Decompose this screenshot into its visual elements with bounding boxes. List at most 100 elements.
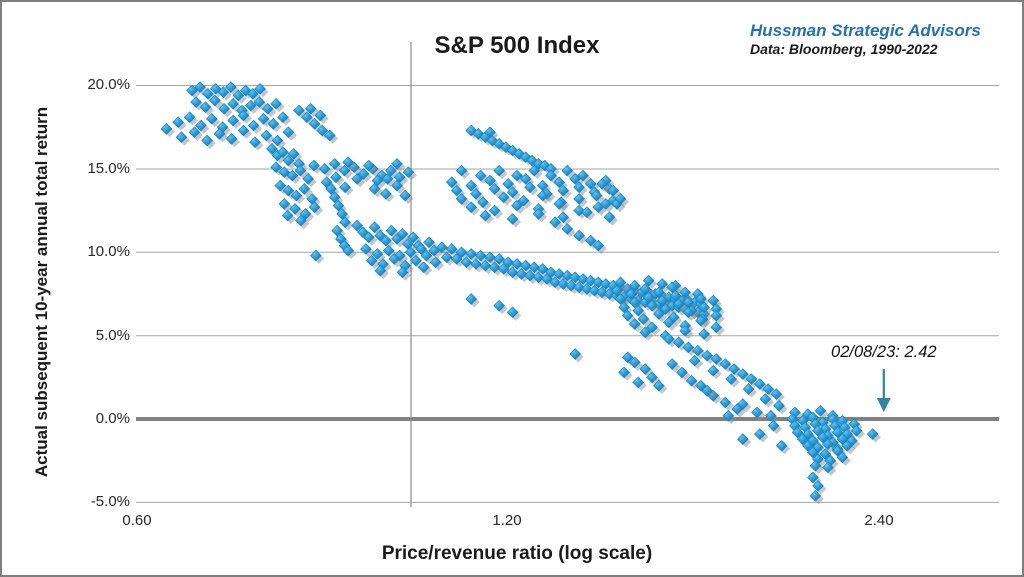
data-point-shadow [285, 129, 297, 141]
data-point [190, 96, 202, 109]
data-point-shadow [265, 106, 277, 118]
data-point-shadow [418, 246, 430, 258]
data-point [175, 131, 188, 144]
data-point [381, 173, 394, 185]
data-point [577, 169, 589, 182]
data-point-shadow [339, 211, 351, 223]
data-point [676, 294, 688, 307]
data-point-shadow [449, 246, 461, 258]
data-point-shadow [800, 436, 812, 448]
data-point-shadow [408, 249, 419, 261]
data-point [653, 286, 665, 299]
data-point-shadow [642, 329, 654, 341]
data-point-shadow [468, 204, 480, 216]
data-point [357, 226, 369, 239]
data-point [380, 188, 392, 200]
data-point [672, 298, 685, 310]
data-point [368, 221, 381, 234]
data-point-shadow [607, 214, 618, 226]
data-point [642, 291, 655, 304]
data-point [502, 256, 515, 269]
data-point [206, 113, 218, 125]
data-point-shadow [459, 196, 470, 208]
data-point [488, 261, 501, 274]
data-point-shadow [663, 333, 674, 345]
data-point-shadow [261, 116, 272, 128]
data-point [722, 409, 735, 422]
data-point [682, 296, 695, 309]
data-point [588, 284, 601, 297]
data-point [646, 321, 658, 334]
data-point-shadow [377, 233, 389, 245]
data-point-shadow [854, 428, 865, 440]
data-point-shadow [304, 114, 316, 126]
data-point [331, 224, 344, 237]
data-point-shadow [823, 426, 834, 438]
data-point [719, 358, 732, 370]
data-point [625, 293, 638, 305]
data-point-shadow [740, 401, 752, 413]
data-point [737, 398, 749, 410]
data-point [281, 209, 294, 222]
data-point [539, 159, 551, 172]
data-point-shadow [351, 164, 363, 176]
data-point [632, 304, 645, 317]
data-point [417, 261, 430, 274]
data-point [632, 294, 645, 307]
data-point-shadow [536, 274, 547, 286]
data-point [685, 304, 698, 317]
data-point-shadow [459, 249, 470, 261]
data-point [519, 151, 532, 164]
x-tick-060: 0.60 [122, 512, 152, 529]
data-point-shadow [746, 386, 757, 398]
data-point-shadow [301, 186, 313, 198]
data-point-shadow [795, 430, 806, 441]
data-point [486, 134, 499, 147]
data-point [836, 433, 849, 445]
data-point [695, 298, 707, 310]
data-point-shadow [489, 138, 501, 149]
data-point-shadow [439, 244, 451, 256]
data-point-shadow [514, 203, 526, 214]
data-point [614, 281, 627, 294]
data-point [639, 283, 652, 295]
data-point [396, 266, 409, 279]
data-point [278, 198, 291, 210]
data-point-shadow [293, 193, 305, 204]
data-point [532, 158, 545, 170]
data-point [209, 94, 221, 107]
data-point [569, 173, 582, 185]
data-point [302, 173, 315, 185]
data-point-shadow [710, 298, 722, 310]
data-point [445, 176, 458, 189]
data-point [316, 124, 329, 137]
data-point [553, 176, 566, 189]
data-point [382, 244, 395, 257]
data-point-shadow [468, 296, 480, 308]
data-point [342, 244, 354, 257]
data-point [277, 111, 289, 124]
data-point [513, 148, 526, 160]
data-point [826, 409, 839, 422]
data-point-shadow [514, 173, 526, 184]
data-point-shadow [487, 178, 499, 189]
data-point-shadow [649, 299, 661, 311]
data-point-shadow [198, 123, 210, 134]
data-point [557, 211, 570, 224]
data-point-shadow [519, 271, 530, 283]
data-point-shadow [492, 186, 504, 198]
data-point [663, 291, 675, 304]
data-point-shadow [385, 176, 396, 188]
data-point-shadow [649, 303, 661, 315]
data-point [672, 336, 685, 349]
data-point [656, 294, 669, 307]
data-point [227, 98, 239, 110]
data-point [545, 266, 557, 279]
data-point-shadow [377, 268, 389, 280]
data-point-shadow [548, 166, 560, 178]
data-point-shadow [698, 296, 710, 308]
data-point [679, 286, 691, 299]
data-point [682, 306, 695, 319]
data-point-shadow [689, 308, 700, 320]
data-point-shadow [400, 231, 411, 243]
